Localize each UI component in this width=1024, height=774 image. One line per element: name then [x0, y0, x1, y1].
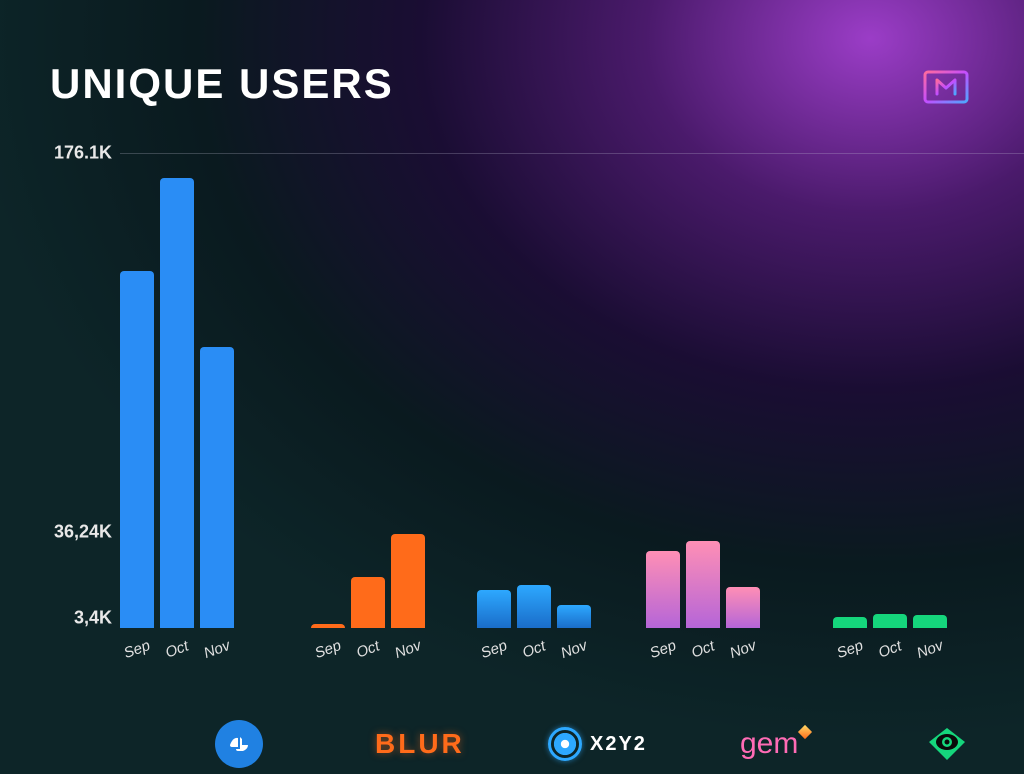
- x-tick-label: Sep: [832, 636, 870, 664]
- bar: [726, 587, 760, 628]
- bar: [311, 624, 345, 628]
- x-tick-label: Nov: [390, 636, 428, 664]
- bar: [833, 617, 867, 628]
- x-tick-label: Nov: [555, 636, 593, 664]
- bar: [200, 347, 234, 628]
- bar: [120, 271, 154, 628]
- y-tick-label: 176.1K: [54, 142, 112, 163]
- brand-gem: gem: [740, 727, 810, 761]
- gem-diamond-icon: [798, 725, 812, 739]
- x-tick-label: Oct: [684, 636, 722, 664]
- bar: [517, 585, 551, 628]
- bar: [160, 178, 194, 628]
- bar: [391, 534, 425, 628]
- blur-label: BLUR: [375, 728, 465, 760]
- x-axis-labels: SepOctNov: [120, 641, 234, 658]
- bar: [646, 551, 680, 628]
- bar: [686, 541, 720, 628]
- x-tick-label: Sep: [475, 636, 513, 664]
- bar: [913, 615, 947, 628]
- bar-group: SepOctNov: [311, 534, 425, 628]
- bar-group: SepOctNov: [833, 614, 947, 628]
- brand-x2y2: X2Y2: [548, 727, 647, 761]
- x-tick-label: Sep: [310, 636, 348, 664]
- x-tick-label: Oct: [515, 636, 553, 664]
- x-tick-label: Oct: [350, 636, 388, 664]
- brand-logo-icon: [923, 70, 969, 109]
- y-axis: 176.1K 36,24K 3,4K: [50, 138, 120, 628]
- x-axis-labels: SepOctNov: [833, 641, 947, 658]
- bar-group: SepOctNov: [120, 178, 234, 628]
- x-tick-label: Oct: [872, 636, 910, 664]
- x2y2-icon: [548, 727, 582, 761]
- chart-title: UNIQUE USERS: [50, 60, 394, 108]
- opensea-icon: [215, 720, 263, 768]
- chart-plot-area: 176.1K 36,24K 3,4K SepOctNovSepOctNovSep…: [120, 138, 974, 628]
- bar: [477, 590, 511, 628]
- bar: [873, 614, 907, 628]
- bar: [557, 605, 591, 628]
- brand-opensea: [215, 720, 263, 768]
- brand-blur: BLUR: [375, 728, 465, 760]
- y-tick-label: 36,24K: [54, 522, 112, 543]
- bar: [351, 577, 385, 628]
- x-tick-label: Sep: [644, 636, 682, 664]
- bar-group: SepOctNov: [477, 585, 591, 628]
- x-tick-label: Sep: [118, 636, 156, 664]
- x-tick-label: Nov: [198, 636, 236, 664]
- x-axis-labels: SepOctNov: [477, 641, 591, 658]
- brand-looksrare: [925, 726, 969, 762]
- bar-plot: SepOctNov SepOctNov SepOctNov SepOctNov SepO…: [120, 138, 974, 628]
- x-tick-label: Nov: [724, 636, 762, 664]
- x-tick-label: Oct: [158, 636, 196, 664]
- looksrare-icon: [925, 726, 969, 762]
- x-axis-labels: SepOctNov: [311, 641, 425, 658]
- y-tick-label: 3,4K: [74, 608, 112, 629]
- gem-label: gem: [740, 727, 810, 761]
- x-axis-labels: SepOctNov: [646, 641, 760, 658]
- x-tick-label: Nov: [912, 636, 950, 664]
- x2y2-label: X2Y2: [590, 733, 647, 756]
- bar-group: SepOctNov: [646, 541, 760, 628]
